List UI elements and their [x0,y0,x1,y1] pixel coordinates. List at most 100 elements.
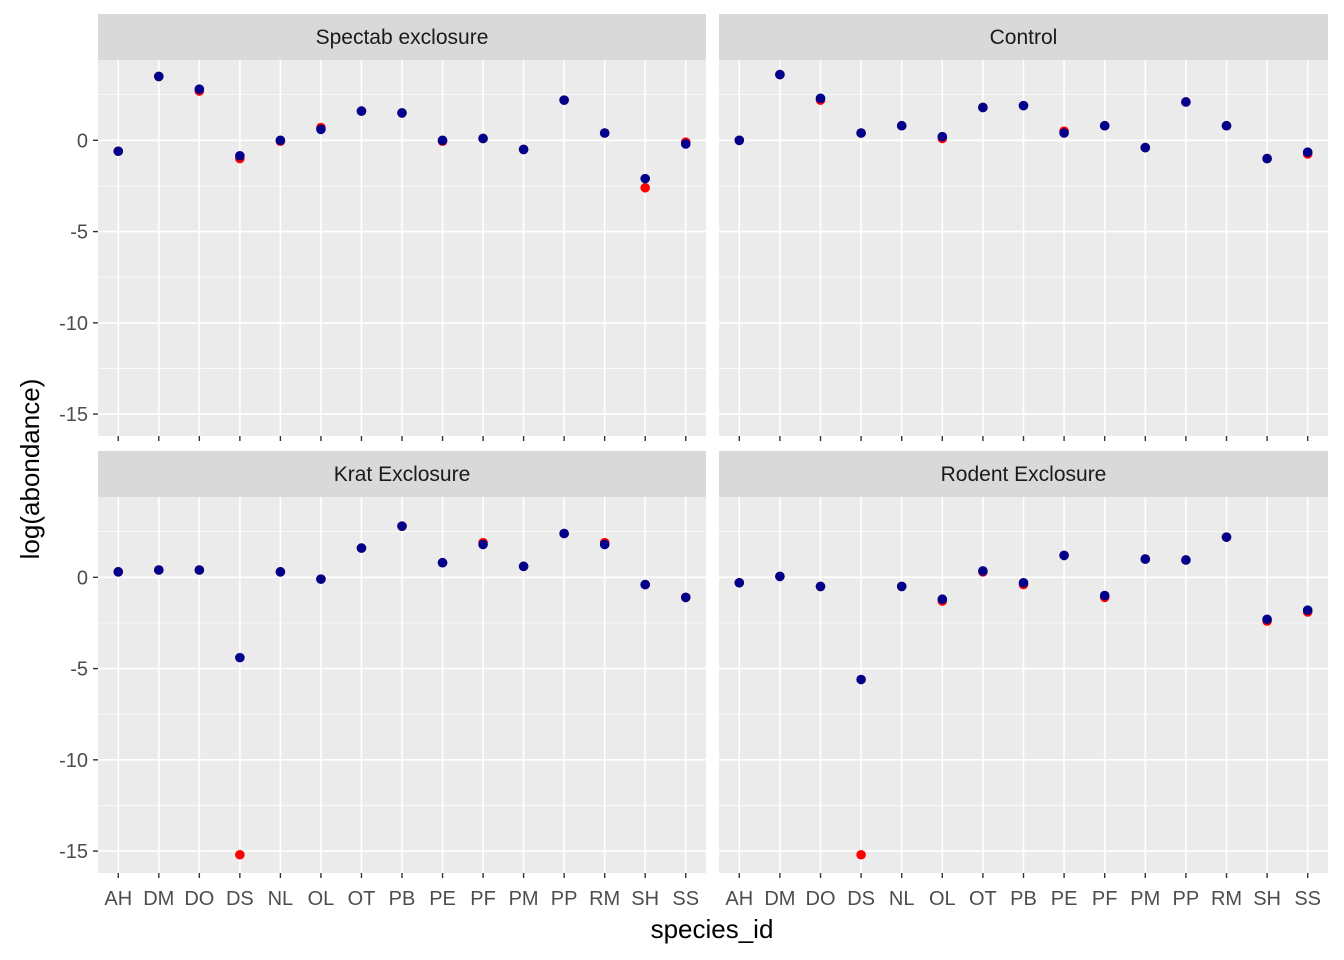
data-point [599,128,610,138]
x-tick-label: RM [589,888,620,910]
data-point [1140,142,1151,153]
data-point [154,565,164,575]
data-point [235,151,245,161]
data-point [978,102,988,113]
x-tick-label: SS [1294,888,1321,910]
data-point [559,528,569,539]
data-point [937,131,948,142]
x-tick-label: DO [806,888,836,910]
x-axis-ticks: AH DM DO DS NL OL OT PB PE PF PM PP RM SH SS AH DM DO DS NL… [104,436,1321,910]
facet-panels: Spectab exclosure Control Krat Exclosure Ro… [98,14,1328,873]
data-point [775,571,785,582]
data-point [640,579,650,590]
data-point [397,521,407,532]
data-point [1059,128,1069,138]
x-tick-label: PF [1092,888,1118,910]
data-point [1302,605,1313,615]
y-tick-label: -10 [59,313,88,335]
x-tick-label: NL [889,888,915,910]
data-point [154,71,164,82]
data-point [896,581,907,592]
facet-title: Control [990,26,1058,49]
data-point [1059,550,1069,561]
data-point [316,124,326,135]
x-tick-label: AH [725,888,753,910]
facet-title: Krat Exclosure [334,463,471,486]
data-point [518,561,529,572]
x-tick-label: PM [509,888,539,910]
data-point [640,182,650,193]
data-point [815,93,826,104]
data-point [356,106,367,116]
y-tick-label: -15 [59,404,88,426]
x-tick-label: PM [1130,888,1160,910]
data-point [775,69,785,80]
data-point [235,652,245,663]
data-point [397,108,407,118]
data-point [856,849,866,860]
data-point [896,120,907,131]
x-tick-label: OL [308,888,335,910]
x-tick-label: AH [104,888,132,910]
data-point [559,95,569,105]
facet-panel: Spectab exclosure [98,14,706,436]
x-tick-label: OL [929,888,956,910]
facet-panel: Krat Exclosure [98,451,706,873]
data-point [978,566,988,576]
x-tick-label: PF [470,888,496,910]
data-point [194,565,205,575]
y-tick-label: -5 [70,659,88,681]
data-point [1181,97,1191,107]
x-tick-label: DM [143,888,174,910]
data-point [275,135,286,146]
x-tick-label: PE [429,888,456,910]
data-point [356,543,367,553]
y-tick-label: 0 [77,130,88,152]
facet-strip [719,451,1328,497]
x-tick-label: RM [1211,888,1242,910]
data-point [478,133,488,144]
x-tick-label: SH [631,888,659,910]
x-tick-label: PP [1173,888,1200,910]
data-point [1181,555,1191,565]
x-tick-label: DS [226,888,254,910]
facet-strip [98,14,706,60]
x-axis-title: species_id [651,914,774,944]
data-point [1262,153,1272,164]
facet-strip [719,14,1328,60]
data-point [1140,554,1151,564]
data-point [478,539,488,550]
data-point [734,135,745,146]
data-point [194,84,205,95]
y-tick-label: -5 [70,222,88,244]
x-tick-label: NL [268,888,294,910]
data-point [680,592,691,603]
facet-title: Rodent Exclosure [941,463,1107,486]
x-tick-label: SH [1253,888,1281,910]
y-axis-ticks: -15 -10 -5 0 -15 -10 -5 0 [59,130,98,863]
data-point [1018,100,1029,111]
data-point [113,146,124,157]
data-point [856,674,866,685]
y-tick-label: -15 [59,841,88,863]
facet-strip [98,451,706,497]
facet-title: Spectab exclosure [316,26,489,49]
x-tick-label: PE [1051,888,1078,910]
y-tick-label: -10 [59,750,88,772]
data-point [599,539,610,550]
facet-panel: Control [719,14,1328,436]
data-point [113,567,124,577]
data-point [856,128,866,138]
data-point [1302,147,1313,157]
data-point [437,135,448,146]
data-point [235,849,245,860]
data-point [1099,120,1110,131]
data-point [437,557,448,568]
data-point [1221,120,1232,131]
data-point [518,144,529,155]
y-tick-label: 0 [77,567,88,589]
x-tick-label: OT [348,888,376,910]
facet-panel: Rodent Exclosure [719,451,1328,873]
data-point [680,139,691,149]
x-tick-label: PB [389,888,416,910]
